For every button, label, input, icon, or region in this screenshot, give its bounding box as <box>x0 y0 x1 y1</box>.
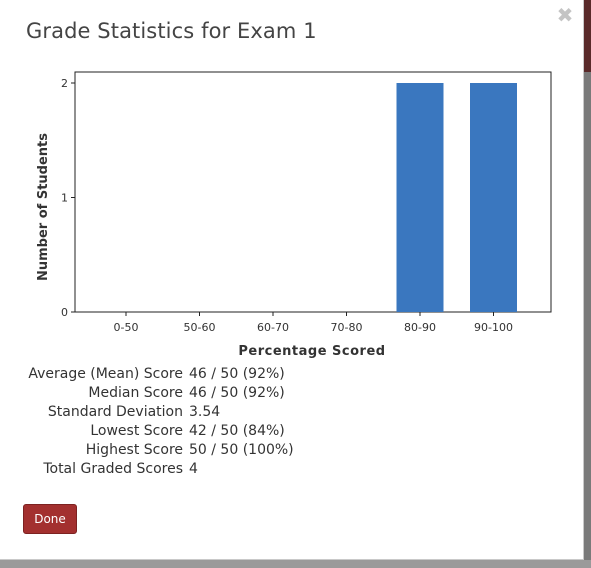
stat-label: Standard Deviation <box>47 404 183 420</box>
stat-label: Average (Mean) Score <box>28 366 183 382</box>
grade-statistics-modal: Grade Statistics for Exam 1 ✖ 0 1 2 0-50 50… <box>0 0 584 560</box>
bar-80-90 <box>396 83 444 312</box>
done-button[interactable]: Done <box>23 504 77 534</box>
stat-label: Total Graded Scores <box>43 461 183 477</box>
y-axis-label: Number of Students <box>36 133 51 281</box>
stat-value: 50 / 50 (100%) <box>189 442 294 458</box>
x-tick-label: 90-100 <box>474 321 513 334</box>
x-tick-label: 50-60 <box>184 321 216 334</box>
y-tick-label: 1 <box>61 192 68 205</box>
bars-group <box>396 83 517 312</box>
stat-row-highest: Highest Score 50 / 50 (100%) <box>20 441 294 460</box>
stat-label: Median Score <box>88 385 183 401</box>
stat-value: 3.54 <box>189 404 221 420</box>
backdrop-footer <box>0 560 591 568</box>
stat-label: Lowest Score <box>90 423 183 439</box>
chart-svg: 0 1 2 0-50 50-60 60-70 70-80 80-90 90-100 Perce… <box>36 71 552 359</box>
x-tick-label: 80-90 <box>404 321 436 334</box>
y-tick-label: 0 <box>61 306 68 319</box>
stat-row-lowest: Lowest Score 42 / 50 (84%) <box>20 422 294 441</box>
stats-list: Average (Mean) Score 46 / 50 (92%) Median… <box>20 365 294 479</box>
y-axis-ticks: 0 1 2 <box>61 77 75 319</box>
stat-row-std-dev: Standard Deviation 3.54 <box>20 403 294 422</box>
x-tick-label: 0-50 <box>114 321 139 334</box>
stat-label: Highest Score <box>85 442 183 458</box>
stat-row-total: Total Graded Scores 4 <box>20 460 294 479</box>
x-axis-label: Percentage Scored <box>238 344 385 359</box>
grade-distribution-chart: 0 1 2 0-50 50-60 60-70 70-80 80-90 90-100 Perce… <box>30 66 560 366</box>
stat-value: 46 / 50 (92%) <box>189 366 285 382</box>
stat-value: 4 <box>189 461 198 477</box>
y-tick-label: 2 <box>61 77 68 90</box>
bar-90-100 <box>470 83 517 312</box>
x-tick-label: 70-80 <box>331 321 363 334</box>
close-icon[interactable]: ✖ <box>556 3 574 27</box>
stat-row-median: Median Score 46 / 50 (92%) <box>20 384 294 403</box>
stat-row-mean: Average (Mean) Score 46 / 50 (92%) <box>20 365 294 384</box>
modal-title: Grade Statistics for Exam 1 <box>26 19 317 43</box>
x-tick-label: 60-70 <box>257 321 289 334</box>
stat-value: 46 / 50 (92%) <box>189 385 285 401</box>
stat-value: 42 / 50 (84%) <box>189 423 285 439</box>
x-axis-ticks: 0-50 50-60 60-70 70-80 80-90 90-100 <box>114 312 513 334</box>
